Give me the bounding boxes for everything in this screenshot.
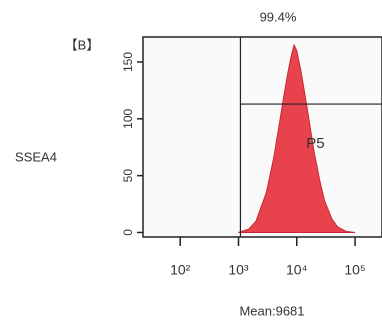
x-tick-label: 10³: [228, 262, 249, 278]
y-tick-label: 0: [121, 229, 135, 236]
footer: Mean:9681: [239, 303, 304, 318]
y-tick-label: 150: [121, 52, 135, 72]
chart-title: 99.4%: [260, 9, 297, 24]
x-tick-label: 10²: [170, 262, 191, 278]
histogram-area: [238, 43, 356, 233]
y-tick-label: 100: [121, 108, 135, 128]
y-tick-label: 50: [121, 169, 135, 183]
x-tick-label: 10⁴: [286, 262, 308, 278]
y-axis-label: SSEA4: [15, 149, 57, 164]
gate-label: P5: [306, 135, 324, 152]
panel-label: 【B】: [65, 37, 100, 52]
x-tick-label: 10⁵: [344, 262, 365, 278]
